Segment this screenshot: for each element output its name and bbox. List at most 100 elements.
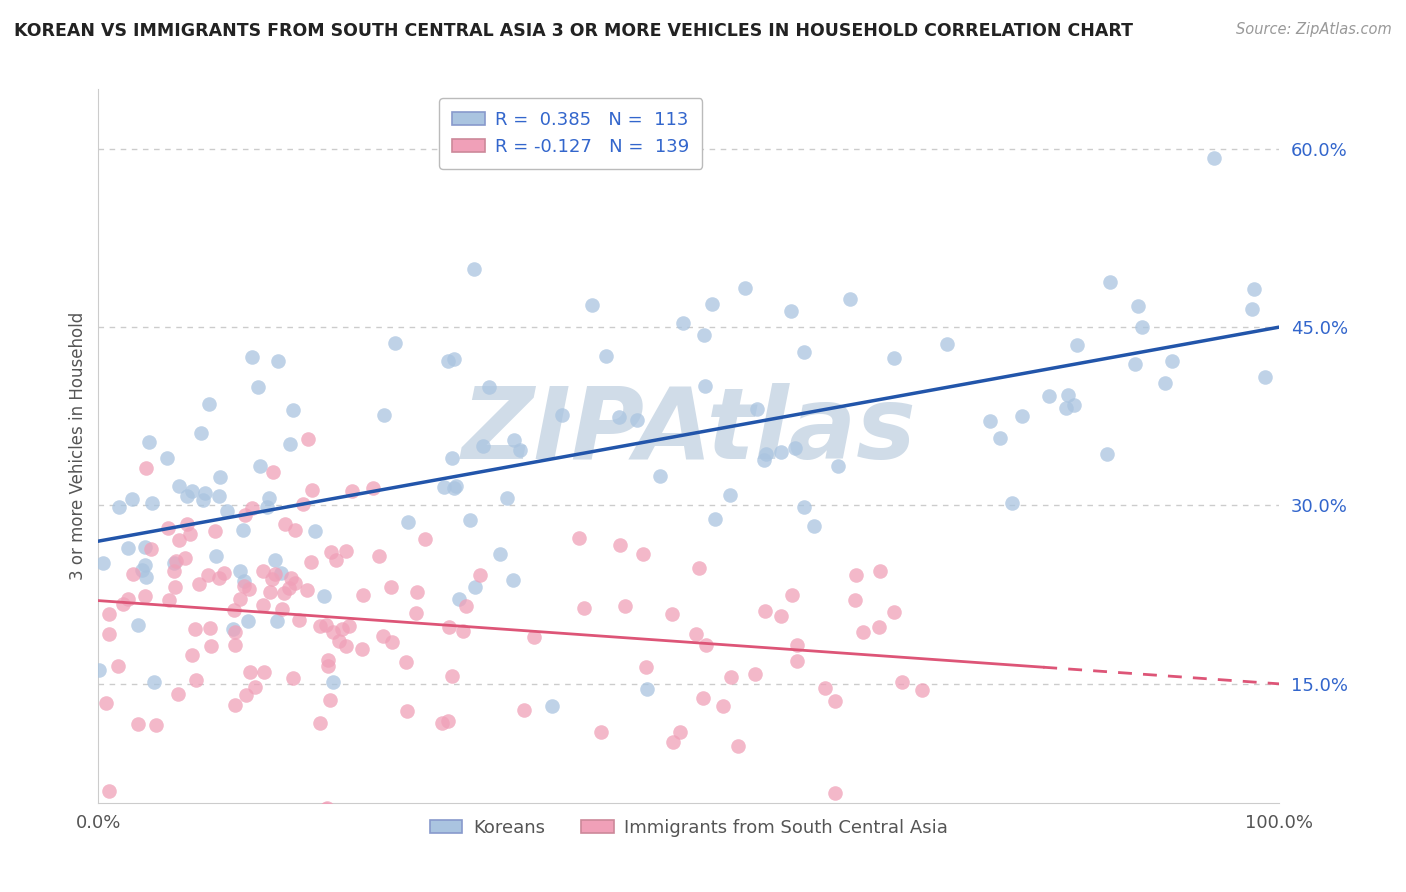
Point (232, 524, 254, 538)
Point (384, 336, 406, 351)
Point (613, 599, 636, 614)
Point (433, 480, 456, 494)
Point (441, 669, 464, 683)
Point (688, 561, 710, 575)
Point (316, 658, 339, 673)
Point (304, 524, 326, 538)
Point (439, 620, 461, 634)
Point (1063, 398, 1085, 412)
Point (353, 588, 375, 602)
Point (803, 518, 825, 533)
Point (176, 516, 198, 531)
Point (273, 586, 295, 600)
Point (636, 682, 658, 697)
Point (523, 630, 546, 644)
Point (786, 654, 808, 668)
Point (780, 588, 803, 602)
Point (335, 640, 357, 654)
Point (367, 549, 389, 564)
Text: KOREAN VS IMMIGRANTS FROM SOUTH CENTRAL ASIA 3 OR MORE VEHICLES IN HOUSEHOLD COR: KOREAN VS IMMIGRANTS FROM SOUTH CENTRAL … (14, 22, 1133, 40)
Point (163, 564, 186, 578)
Point (845, 568, 868, 582)
Text: ZIPAtlas: ZIPAtlas (461, 384, 917, 480)
Point (245, 681, 267, 695)
Point (267, 354, 290, 368)
Point (1066, 338, 1088, 352)
Point (394, 655, 416, 669)
Point (589, 725, 612, 739)
Point (339, 618, 361, 632)
Legend: Koreans, Immigrants from South Central Asia: Koreans, Immigrants from South Central A… (422, 812, 956, 844)
Point (1125, 358, 1147, 372)
Point (204, 524, 226, 538)
Point (437, 714, 460, 729)
Point (117, 541, 139, 555)
Point (322, 624, 344, 639)
Point (626, 413, 648, 427)
Point (232, 579, 254, 593)
Point (280, 571, 302, 585)
Point (208, 469, 231, 483)
Point (607, 409, 630, 424)
Point (513, 703, 536, 717)
Point (191, 493, 214, 508)
Point (868, 619, 890, 633)
Point (309, 715, 332, 730)
Point (235, 688, 257, 702)
Point (693, 379, 716, 393)
Point (827, 458, 849, 473)
Point (142, 675, 165, 690)
Point (176, 489, 198, 503)
Point (184, 622, 207, 636)
Point (224, 638, 246, 652)
Point (157, 593, 180, 607)
Point (754, 604, 776, 618)
Point (718, 488, 741, 502)
Point (197, 568, 219, 582)
Point (936, 336, 959, 351)
Point (127, 617, 149, 632)
Point (134, 558, 156, 572)
Point (541, 698, 564, 713)
Point (373, 409, 395, 423)
Point (281, 671, 304, 685)
Point (163, 556, 186, 570)
Point (668, 725, 690, 739)
Point (1099, 275, 1122, 289)
Point (108, 500, 131, 514)
Point (257, 491, 280, 506)
Point (304, 820, 326, 834)
Point (702, 297, 724, 311)
Point (309, 619, 332, 633)
Point (256, 500, 278, 515)
Point (568, 531, 591, 545)
Point (167, 533, 190, 547)
Point (165, 554, 187, 568)
Point (720, 670, 742, 684)
Point (200, 639, 222, 653)
Point (734, 281, 756, 295)
Point (633, 547, 655, 561)
Point (156, 451, 179, 466)
Point (134, 540, 156, 554)
Point (229, 592, 252, 607)
Point (685, 627, 707, 641)
Point (1243, 282, 1265, 296)
Point (325, 553, 347, 567)
Point (291, 497, 314, 511)
Point (1202, 151, 1225, 165)
Point (883, 351, 905, 366)
Point (167, 478, 190, 492)
Point (1054, 401, 1077, 415)
Point (208, 571, 231, 585)
Point (166, 687, 188, 701)
Point (405, 606, 427, 620)
Point (396, 515, 419, 529)
Point (1241, 301, 1264, 316)
Point (454, 599, 477, 613)
Point (198, 397, 221, 411)
Point (205, 549, 228, 563)
Point (278, 581, 301, 595)
Point (233, 574, 256, 588)
Point (194, 486, 217, 500)
